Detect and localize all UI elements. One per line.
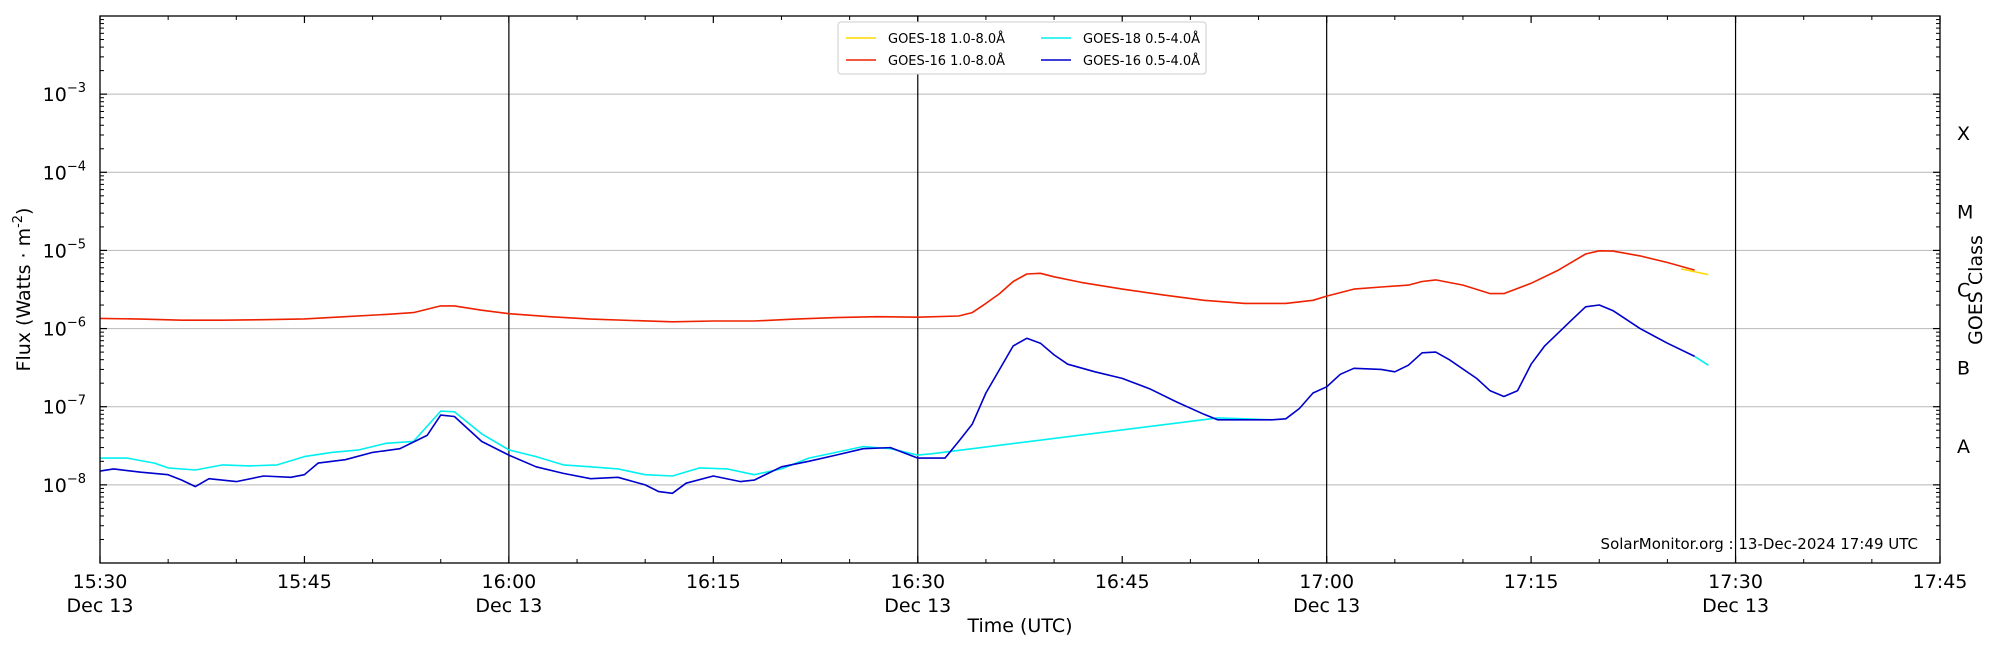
goes-class-x: X	[1957, 123, 1970, 145]
goes-class-m: M	[1957, 201, 1973, 223]
series-line	[1680, 268, 1709, 276]
x-axis-label: Time (UTC)	[966, 615, 1072, 637]
x-tick-label: 17:30	[1708, 571, 1763, 593]
series-line	[100, 410, 1273, 477]
x-tick-label: 17:15	[1504, 571, 1559, 593]
goes-class-labels: A B C M X	[1957, 123, 1973, 458]
y-tick-label: 10−7	[43, 394, 86, 419]
legend-entry: GOES-16 0.5-4.0Å	[1083, 53, 1200, 69]
x-tick-label: 17:45	[1913, 571, 1968, 593]
y-tick-label: 10−8	[43, 472, 86, 497]
series-layer	[99, 250, 1709, 495]
legend: GOES-18 1.0-8.0Å GOES-16 1.0-8.0Å GOES-18 …	[837, 21, 1207, 75]
y-tick-label: 10−3	[43, 81, 86, 106]
goes-class-b: B	[1957, 358, 1970, 380]
x-tick-date-label: Dec 13	[67, 595, 134, 617]
x-tick-label: 16:30	[890, 571, 945, 593]
day-separator-layer	[508, 16, 1737, 563]
x-tick-label: 16:00	[482, 571, 537, 593]
x-tick-label: 17:00	[1299, 571, 1354, 593]
series-line	[1694, 355, 1709, 366]
credit-text: SolarMonitor.org : 13-Dec-2024 17:49 UTC	[1601, 535, 1918, 553]
series-line	[99, 304, 1696, 495]
x-tick-date-label: Dec 13	[475, 595, 542, 617]
plot-frame	[99, 15, 1941, 564]
legend-entry: GOES-18 0.5-4.0Å	[1083, 31, 1200, 47]
x-tick-date-label: Dec 13	[884, 595, 951, 617]
x-tick-date-label: Dec 13	[1702, 595, 1769, 617]
y-tick-label: 10−5	[43, 237, 86, 262]
goes-class-c: C	[1957, 280, 1970, 302]
legend-entry: GOES-18 1.0-8.0Å	[888, 31, 1005, 47]
goes-class-a: A	[1957, 436, 1970, 458]
x-tick-label: 15:30	[73, 571, 128, 593]
y-axis-label: Flux (Watts · m-2)	[11, 208, 35, 372]
y-tick-label: 10−4	[43, 159, 86, 184]
x-tick-label: 16:45	[1095, 571, 1150, 593]
y-tick-label: 10−6	[43, 316, 86, 341]
legend-entry: GOES-16 1.0-8.0Å	[888, 53, 1005, 69]
legend-box	[837, 21, 1207, 75]
x-tick-label: 15:45	[277, 571, 332, 593]
grid-layer	[100, 93, 1940, 486]
goes-class-axis-label: GOES Class	[1965, 235, 1987, 345]
x-tick-label: 16:15	[686, 571, 741, 593]
series-line	[99, 250, 1695, 323]
x-tick-date-label: Dec 13	[1293, 595, 1360, 617]
